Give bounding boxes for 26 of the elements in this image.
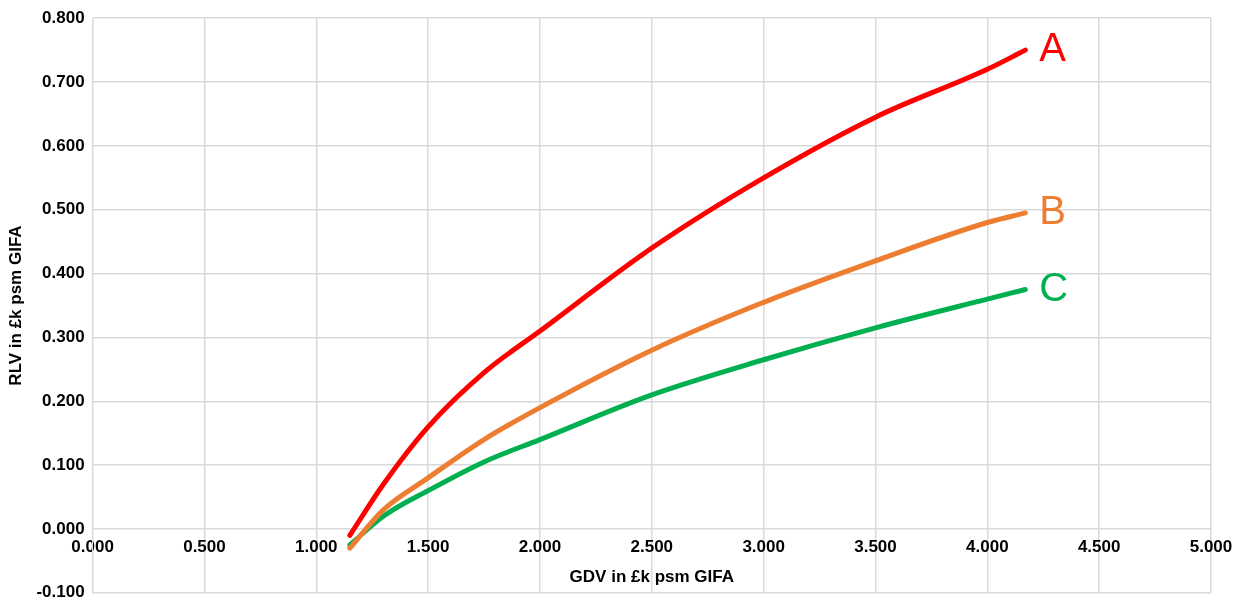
y-tick-label: 0.600: [42, 135, 85, 155]
x-tick-label: 4.000: [966, 536, 1009, 556]
x-tick-label: 0.000: [71, 536, 114, 556]
series-label: A: [1039, 25, 1067, 70]
x-tick-label: 1.500: [406, 536, 450, 556]
y-tick-label: 0.300: [42, 327, 85, 347]
series-label: B: [1039, 187, 1067, 232]
x-tick-label: 4.500: [1077, 536, 1121, 556]
x-tick-label: 2.000: [518, 536, 562, 556]
series-label: C: [1039, 264, 1069, 309]
x-tick-label: 3.500: [854, 536, 897, 556]
y-tick-label: 0.500: [42, 199, 85, 219]
x-tick-label: 3.000: [742, 536, 785, 556]
y-tick-label: 0.200: [42, 390, 85, 410]
x-tick-label: 0.500: [183, 536, 226, 556]
y-tick-label: 0.000: [42, 518, 85, 538]
x-tick-label: 2.500: [630, 536, 674, 556]
y-tick-label: 0.700: [42, 71, 85, 91]
y-tick-label: 0.800: [42, 7, 85, 27]
x-axis-title: GDV in £k psm GIFA: [569, 567, 734, 587]
y-tick-label: 0.400: [42, 263, 85, 283]
y-axis-title: RLV in £k psm GIFA: [5, 225, 25, 386]
x-tick-label: 5.000: [1189, 536, 1233, 556]
x-tick-label: 1.000: [295, 536, 338, 556]
y-tick-label: 0.100: [42, 454, 85, 474]
y-tick-label: -0.100: [36, 582, 85, 602]
